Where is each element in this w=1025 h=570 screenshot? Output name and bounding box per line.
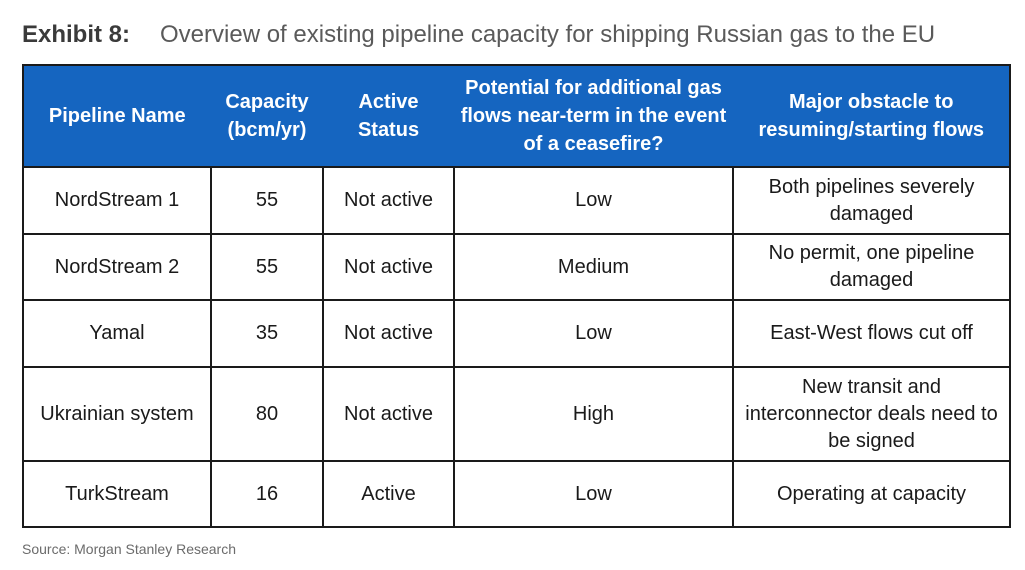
exhibit-header: Exhibit 8: Overview of existing pipeline…	[22, 18, 935, 52]
cell-capacity: 55	[210, 233, 324, 301]
cell-active-status: Active	[322, 460, 455, 528]
source-note: Source: Morgan Stanley Research	[22, 541, 236, 557]
cell-major-obstacle: New transit and interconnector deals nee…	[732, 366, 1011, 462]
table-row: Yamal 35 Not active Low East-West flows …	[22, 299, 1011, 368]
table-row: Ukrainian system 80 Not active High New …	[22, 366, 1011, 462]
cell-potential-flows: High	[453, 366, 734, 462]
cell-major-obstacle: East-West flows cut off	[732, 299, 1011, 368]
cell-major-obstacle: Both pipelines severely damaged	[732, 166, 1011, 235]
cell-potential-flows: Medium	[453, 233, 734, 301]
cell-potential-flows: Low	[453, 299, 734, 368]
header-capacity: Capacity (bcm/yr)	[210, 64, 324, 168]
header-potential-flows: Potential for additional gas flows near-…	[453, 64, 734, 168]
cell-active-status: Not active	[322, 366, 455, 462]
cell-pipeline-name: Ukrainian system	[22, 366, 212, 462]
cell-capacity: 80	[210, 366, 324, 462]
cell-capacity: 55	[210, 166, 324, 235]
cell-capacity: 16	[210, 460, 324, 528]
table-header-row: Pipeline Name Capacity (bcm/yr) Active S…	[22, 64, 1011, 168]
cell-major-obstacle: No permit, one pipeline damaged	[732, 233, 1011, 301]
cell-active-status: Not active	[322, 166, 455, 235]
cell-capacity: 35	[210, 299, 324, 368]
header-pipeline-name: Pipeline Name	[22, 64, 212, 168]
cell-pipeline-name: NordStream 1	[22, 166, 212, 235]
cell-potential-flows: Low	[453, 460, 734, 528]
cell-active-status: Not active	[322, 299, 455, 368]
table-row: TurkStream 16 Active Low Operating at ca…	[22, 460, 1011, 528]
exhibit-title: Overview of existing pipeline capacity f…	[160, 21, 936, 48]
cell-major-obstacle: Operating at capacity	[732, 460, 1011, 528]
cell-potential-flows: Low	[453, 166, 734, 235]
cell-active-status: Not active	[322, 233, 455, 301]
header-active-status: Active Status	[322, 64, 455, 168]
cell-pipeline-name: Yamal	[22, 299, 212, 368]
cell-pipeline-name: TurkStream	[22, 460, 212, 528]
pipeline-table: Pipeline Name Capacity (bcm/yr) Active S…	[22, 64, 1011, 528]
table-row: NordStream 1 55 Not active Low Both pipe…	[22, 166, 1011, 235]
header-major-obstacle: Major obstacle to resuming/starting flow…	[732, 64, 1011, 168]
table-row: NordStream 2 55 Not active Medium No per…	[22, 233, 1011, 301]
cell-pipeline-name: NordStream 2	[22, 233, 212, 301]
exhibit-label: Exhibit 8:	[22, 21, 131, 48]
